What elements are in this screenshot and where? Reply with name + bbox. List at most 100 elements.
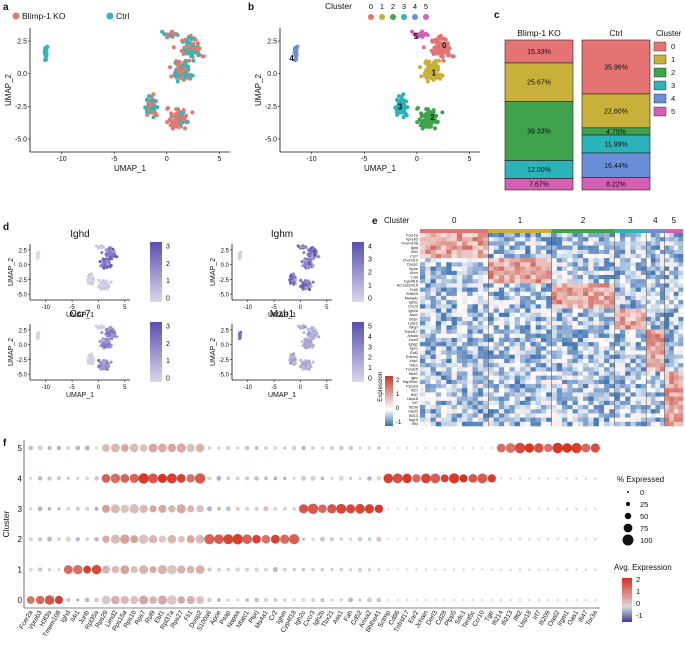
heatmap-cell [572,287,579,293]
dot [556,568,559,571]
heatmap-cell [614,384,621,389]
umap-point [145,112,150,117]
dot [54,595,64,605]
dot [562,443,572,453]
heatmap-cell [540,233,547,238]
heatmap-cell [646,379,652,385]
heatmap-cell [546,274,552,280]
heatmap-cell [477,367,484,372]
heatmap-cell [488,237,494,242]
heatmap-cell [430,325,437,330]
heatmap-cell [551,245,558,251]
dot [481,446,484,450]
heatmap-cell [504,233,510,238]
y-axis-title: UMAP_2 [254,73,263,106]
heatmap-cell [509,421,515,427]
heatmap-cell [504,413,510,418]
umap-point [160,29,165,34]
heatmap-cell [441,237,447,242]
heatmap-cell [646,396,652,402]
legend-label-cluster-4: 4 [671,94,675,103]
umap-point [193,46,198,51]
heatmap-cell [673,354,679,360]
heatmap-cell [551,266,558,272]
dot [430,473,441,484]
heatmap-cell [488,329,494,334]
color-scale-label: 5 [368,324,372,331]
umap-point-cluster-4 [293,46,298,51]
heatmap-cell [630,287,636,293]
heatmap-cell [498,241,505,246]
heatmap-cell [630,308,636,314]
dot [546,568,550,571]
heatmap-cell [472,346,479,351]
heatmap-cell [673,274,679,280]
heatmap-cell [604,379,610,385]
dot [537,537,541,541]
heatmap-cell [604,333,610,339]
feature-point [313,253,317,257]
heatmap-gene-label: Cd9 [411,275,418,279]
dot [94,536,99,542]
x-axis-title: UMAP_1 [364,164,397,173]
heatmap-cell [456,262,463,267]
heatmap-cell [635,396,642,402]
heatmap-cell [488,354,494,360]
dot [84,506,90,511]
heatmap-cell [446,287,452,293]
umap-point [170,126,175,131]
heatmap-cell [530,367,537,372]
heatmap-cell [467,291,473,297]
heatmap-cell [551,417,558,423]
heatmap-cell [462,283,468,288]
dot [129,504,139,514]
heatmap-cell [530,396,537,402]
dot [339,537,343,541]
heatmap-cell [498,245,505,251]
heatmap-cell [498,342,505,347]
umap-point [153,104,158,109]
y-tick-label: -2.5 [265,104,277,111]
heatmap-cell [540,266,547,272]
heatmap-cell [556,329,563,334]
heatmap-cell [446,295,452,301]
heatmap-cell [567,346,573,351]
heatmap-cell [650,291,656,297]
heatmap-cell [546,325,552,330]
heatmap-cell [435,270,442,276]
x-tick-label: 0 [97,385,101,391]
heatmap-cell [556,388,563,393]
heatmap-cell [619,237,626,242]
heatmap-cell [598,388,605,393]
heatmap-cell [655,295,661,301]
heatmap-cell [451,274,458,280]
heatmap-cell [583,342,589,347]
heatmap-cell [462,279,468,284]
heatmap-cell [625,388,631,393]
dot [120,595,129,605]
heatmap-cell [625,405,631,410]
heatmap-cell [509,350,515,355]
dot [544,443,553,453]
heatmap-cell [530,371,537,376]
heatmap-cell [456,417,463,423]
heatmap-cell [514,291,521,297]
heatmap-color-scale-label: -1 [396,420,402,426]
heatmap-cell [619,392,626,397]
color-scale-label: 2 [166,261,170,268]
umap-point [154,113,159,118]
heatmap-cell [583,421,589,427]
heatmap-cell [562,287,568,293]
feature-point [311,280,315,284]
heatmap-cell [498,237,505,242]
heatmap-cell [525,283,531,288]
heatmap-cell [593,245,600,251]
bar-category-label: Blimp-1 KO [517,28,561,38]
heatmap-cell [664,400,670,406]
heatmap-cell [488,388,494,393]
heatmap-cell [540,342,547,347]
heatmap-cell [630,409,636,414]
heatmap-cell [640,287,647,293]
umap-point [181,63,186,68]
dot [358,446,362,450]
